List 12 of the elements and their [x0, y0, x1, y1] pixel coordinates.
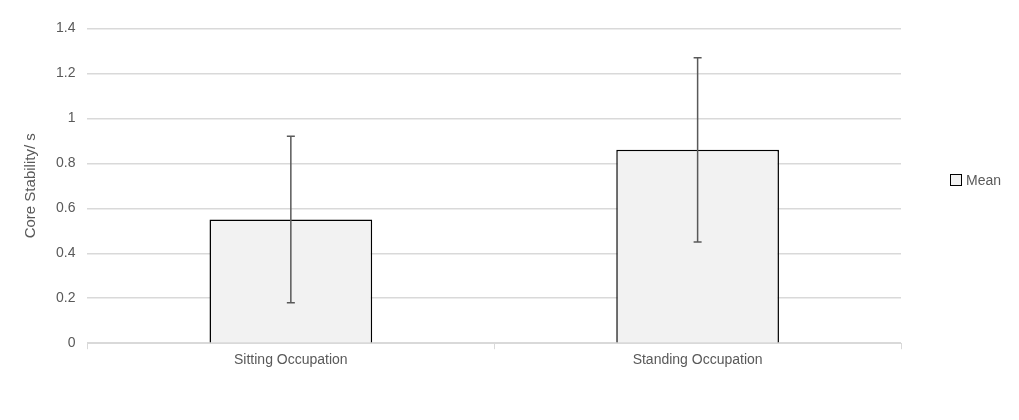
- y-tick-label: 0.4: [55, 244, 76, 261]
- x-tick-label: Standing Occupation: [632, 351, 763, 368]
- y-tick-label: 0.2: [55, 289, 76, 306]
- x-tick-label: Sitting Occupation: [234, 351, 348, 368]
- text: Mean: [965, 172, 1001, 188]
- y-tick-label: 1: [67, 109, 76, 126]
- y-tick-label: 0.6: [55, 199, 76, 216]
- y-axis-title: Core Stability/ s: [21, 133, 39, 239]
- y-tick-label: 0.8: [55, 154, 76, 171]
- y-tick-label: 1.2: [55, 64, 76, 81]
- y-tick-label: 1.4: [55, 19, 76, 36]
- y-tick-label: 0: [67, 334, 76, 351]
